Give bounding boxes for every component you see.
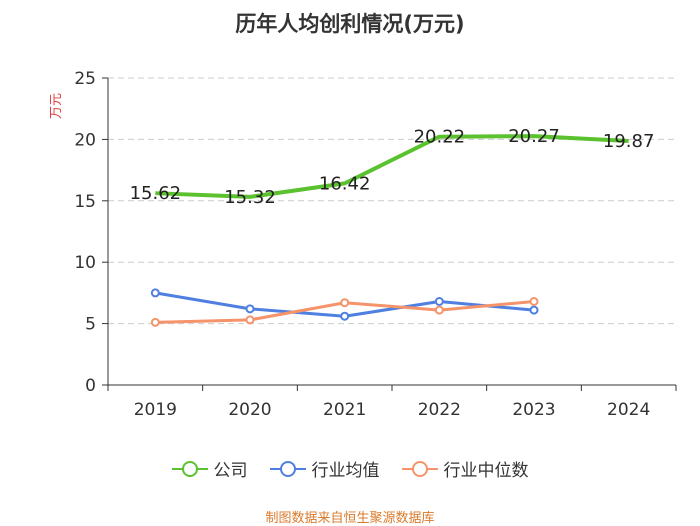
y-tick-label: 10 <box>74 253 96 273</box>
chart-title: 历年人均创利情况(万元) <box>235 12 465 36</box>
legend-label: 公司 <box>213 461 248 481</box>
data-point <box>340 298 350 308</box>
x-tick-label: 2020 <box>228 400 271 420</box>
data-point <box>434 296 444 306</box>
legend-marker-icon <box>171 460 208 477</box>
data-label: 15.62 <box>130 183 182 204</box>
data-point <box>529 305 539 315</box>
data-label: 20.22 <box>414 127 466 148</box>
x-tick-label: 2022 <box>418 400 461 420</box>
series-line-0 <box>155 134 629 199</box>
data-point <box>245 315 255 325</box>
source-note: 制图数据来自恒生聚源数据库 <box>265 511 435 526</box>
y-tick-label: 0 <box>85 376 96 396</box>
x-tick-label: 2023 <box>512 400 555 420</box>
legend-label: 行业均值 <box>311 461 380 481</box>
legend-item-0[interactable]: 公司 <box>171 456 248 481</box>
data-point <box>434 305 444 315</box>
x-tick-label: 2019 <box>134 400 177 420</box>
legend-marker-icon <box>401 460 438 477</box>
legend: 公司 行业均值 行业中位数 <box>0 456 700 481</box>
data-label: 20.27 <box>508 126 560 147</box>
legend-label: 行业中位数 <box>443 461 529 481</box>
data-point <box>150 317 160 327</box>
data-point <box>245 304 255 314</box>
data-point <box>529 296 539 306</box>
legend-item-2[interactable]: 行业中位数 <box>401 456 529 481</box>
legend-item-1[interactable]: 行业均值 <box>269 456 380 481</box>
y-tick-label: 5 <box>85 315 96 335</box>
data-label: 15.32 <box>224 187 276 208</box>
data-label: 16.42 <box>319 173 371 194</box>
y-tick-label: 20 <box>74 130 96 150</box>
data-point <box>340 311 350 321</box>
data-point <box>150 288 160 298</box>
data-label: 19.87 <box>603 131 655 152</box>
x-tick-label: 2021 <box>323 400 366 420</box>
y-tick-label: 25 <box>74 69 96 89</box>
y-axis-label: 万元 <box>49 93 64 119</box>
y-tick-label: 15 <box>74 192 96 212</box>
legend-marker-icon <box>269 460 306 477</box>
x-tick-label: 2024 <box>607 400 650 420</box>
